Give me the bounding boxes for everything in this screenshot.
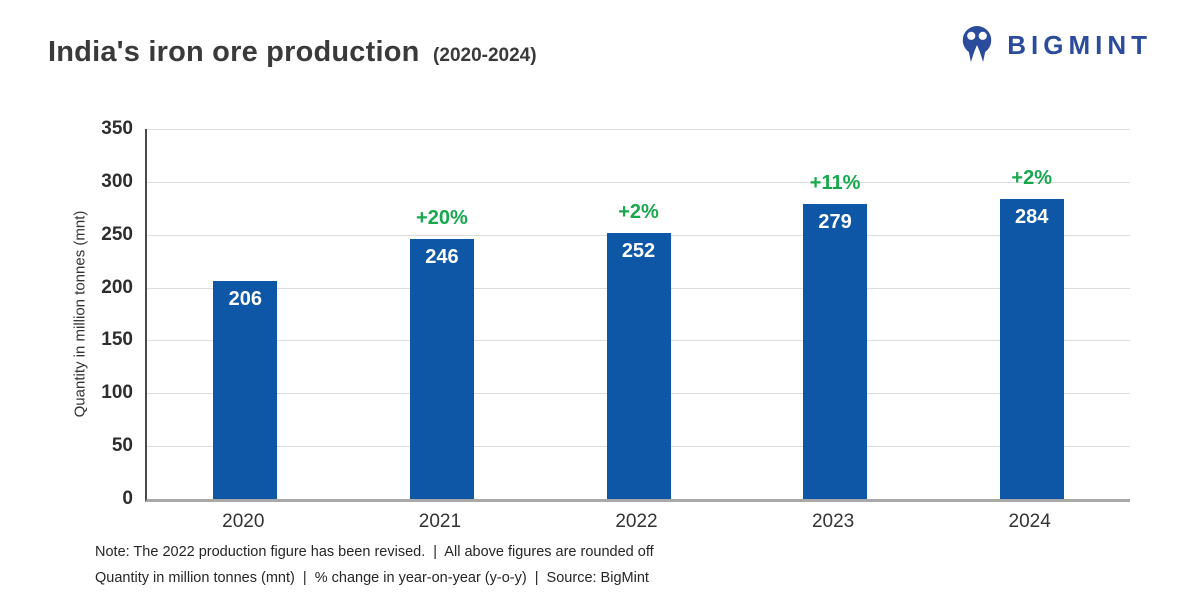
y-tick-100: 100 [101,382,133,404]
y-tick-50: 50 [111,435,133,457]
chart-plot-area: 206 246 +20% 252 +2% 279 +11% 284 +2% [145,129,1130,502]
y-tick-250: 250 [101,223,133,245]
x-tick-2024: 2024 [1008,511,1051,532]
bar-value-2020: 206 [228,288,262,311]
x-tick-2022: 2022 [615,511,658,532]
pct-change-2022: +2% [618,200,659,223]
footnote-line-1: Note: The 2022 production figure has bee… [95,544,654,560]
y-tick-150: 150 [101,329,133,351]
bar-value-2022: 252 [621,239,656,262]
chart-title: India's iron ore production [48,36,420,68]
x-tick-2021: 2021 [418,511,462,532]
pct-change-2023: +11% [809,172,861,195]
bigmint-logo: BIGMINT [957,26,1152,64]
bar-2020: 206 [213,281,278,499]
page-title: India's iron ore production (2020-2024) [48,36,537,69]
bar-2022: 252 [606,232,671,499]
bar-value-2021: 246 [425,245,459,268]
bar-2021: 246 [409,238,474,499]
footnotes: Note: The 2022 production figure has bee… [95,539,654,591]
y-tick-300: 300 [101,170,133,192]
x-tick-2020: 2020 [222,511,265,532]
bar-value-2024: 284 [1015,205,1049,228]
gridline-300 [147,181,1130,183]
pct-change-2021: +20% [416,206,468,229]
bar-value-2023: 279 [818,211,852,234]
bigmint-logo-text: BIGMINT [1007,29,1152,60]
y-tick-350: 350 [101,118,133,139]
pct-change-2024: +2% [1011,166,1052,189]
footnote-line-2: Quantity in million tonnes (mnt) | % cha… [95,570,649,586]
chart-title-years: (2020-2024) [433,45,537,66]
y-tick-0: 0 [122,488,133,509]
bar-2023: 279 [803,204,868,499]
bar-2024: 284 [999,198,1064,499]
gridline-350 [147,129,1130,130]
bigmint-logo-icon [962,26,992,62]
y-tick-200: 200 [101,276,133,298]
x-tick-2023: 2023 [811,511,855,532]
